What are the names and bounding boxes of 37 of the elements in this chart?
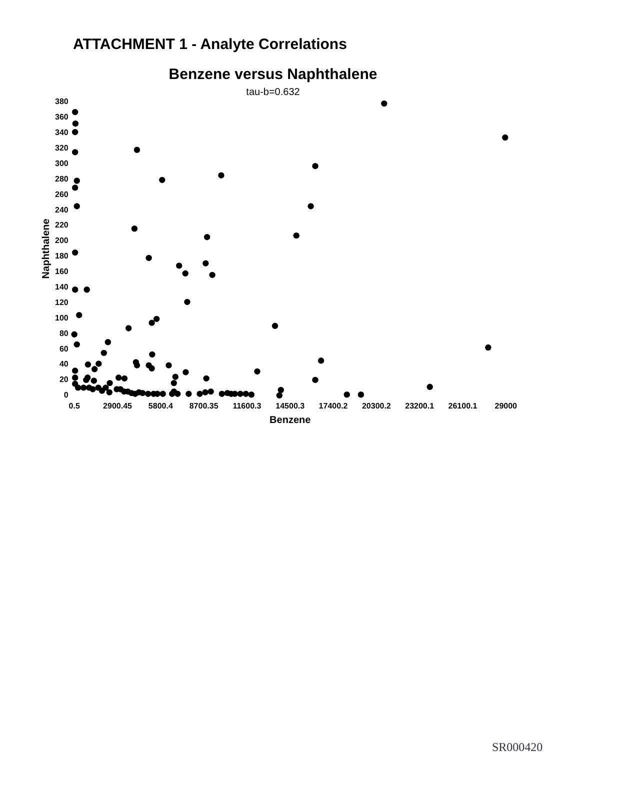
x-tick-label: 5800.4 bbox=[148, 401, 174, 410]
y-tick-label: 140 bbox=[54, 282, 69, 292]
y-tick-label: 0 bbox=[64, 390, 69, 400]
y-tick-label: 20 bbox=[59, 375, 69, 384]
y-tick-label: 40 bbox=[59, 360, 69, 369]
y-axis-title: Naphthalene bbox=[40, 218, 52, 279]
chart-subtitle: tau-b=0.632 bbox=[246, 86, 300, 98]
y-tick-label: 100 bbox=[54, 313, 69, 322]
x-tick-label: 11600.3 bbox=[232, 401, 262, 410]
y-tick-label: 320 bbox=[54, 144, 69, 153]
text: ATTACHMENT 1 - Analyte Correlations bbox=[73, 36, 347, 53]
chart-title: Benzene versus Naphthalene bbox=[168, 66, 378, 84]
y-tick-label: 340 bbox=[54, 128, 69, 138]
x-tick-label: 14500.3 bbox=[276, 401, 306, 410]
y-tick-label: 60 bbox=[59, 344, 69, 354]
y-tick-label: 380 bbox=[54, 97, 69, 106]
x-tick-label: 26100.1 bbox=[448, 401, 478, 410]
y-tick-label: 180 bbox=[54, 252, 69, 261]
x-tick-label: 20300.2 bbox=[362, 401, 392, 410]
y-tick-label: 260 bbox=[54, 190, 69, 199]
y-tick-label: 220 bbox=[54, 220, 69, 230]
y-tick-label: 240 bbox=[54, 205, 69, 214]
x-axis-title: Benzene bbox=[270, 414, 312, 426]
x-tick-label: 2900.45 bbox=[103, 401, 133, 410]
y-tick-label: 120 bbox=[54, 298, 69, 307]
x-tick-label: 0.5 bbox=[68, 401, 80, 410]
y-tick-label: 200 bbox=[54, 236, 69, 246]
y-tick-label: 280 bbox=[54, 174, 69, 184]
x-tick-label: 29000 bbox=[494, 401, 518, 410]
x-tick-label: 17400.2 bbox=[318, 401, 348, 410]
x-tick-label: 23200.1 bbox=[405, 401, 435, 410]
y-tick-label: 160 bbox=[54, 267, 69, 276]
y-tick-label: 360 bbox=[54, 112, 69, 122]
text: SR000420 bbox=[492, 740, 543, 755]
y-tick-label: 300 bbox=[54, 158, 69, 168]
y-tick-label: 80 bbox=[59, 328, 69, 338]
x-tick-label: 8700.35 bbox=[189, 401, 219, 410]
